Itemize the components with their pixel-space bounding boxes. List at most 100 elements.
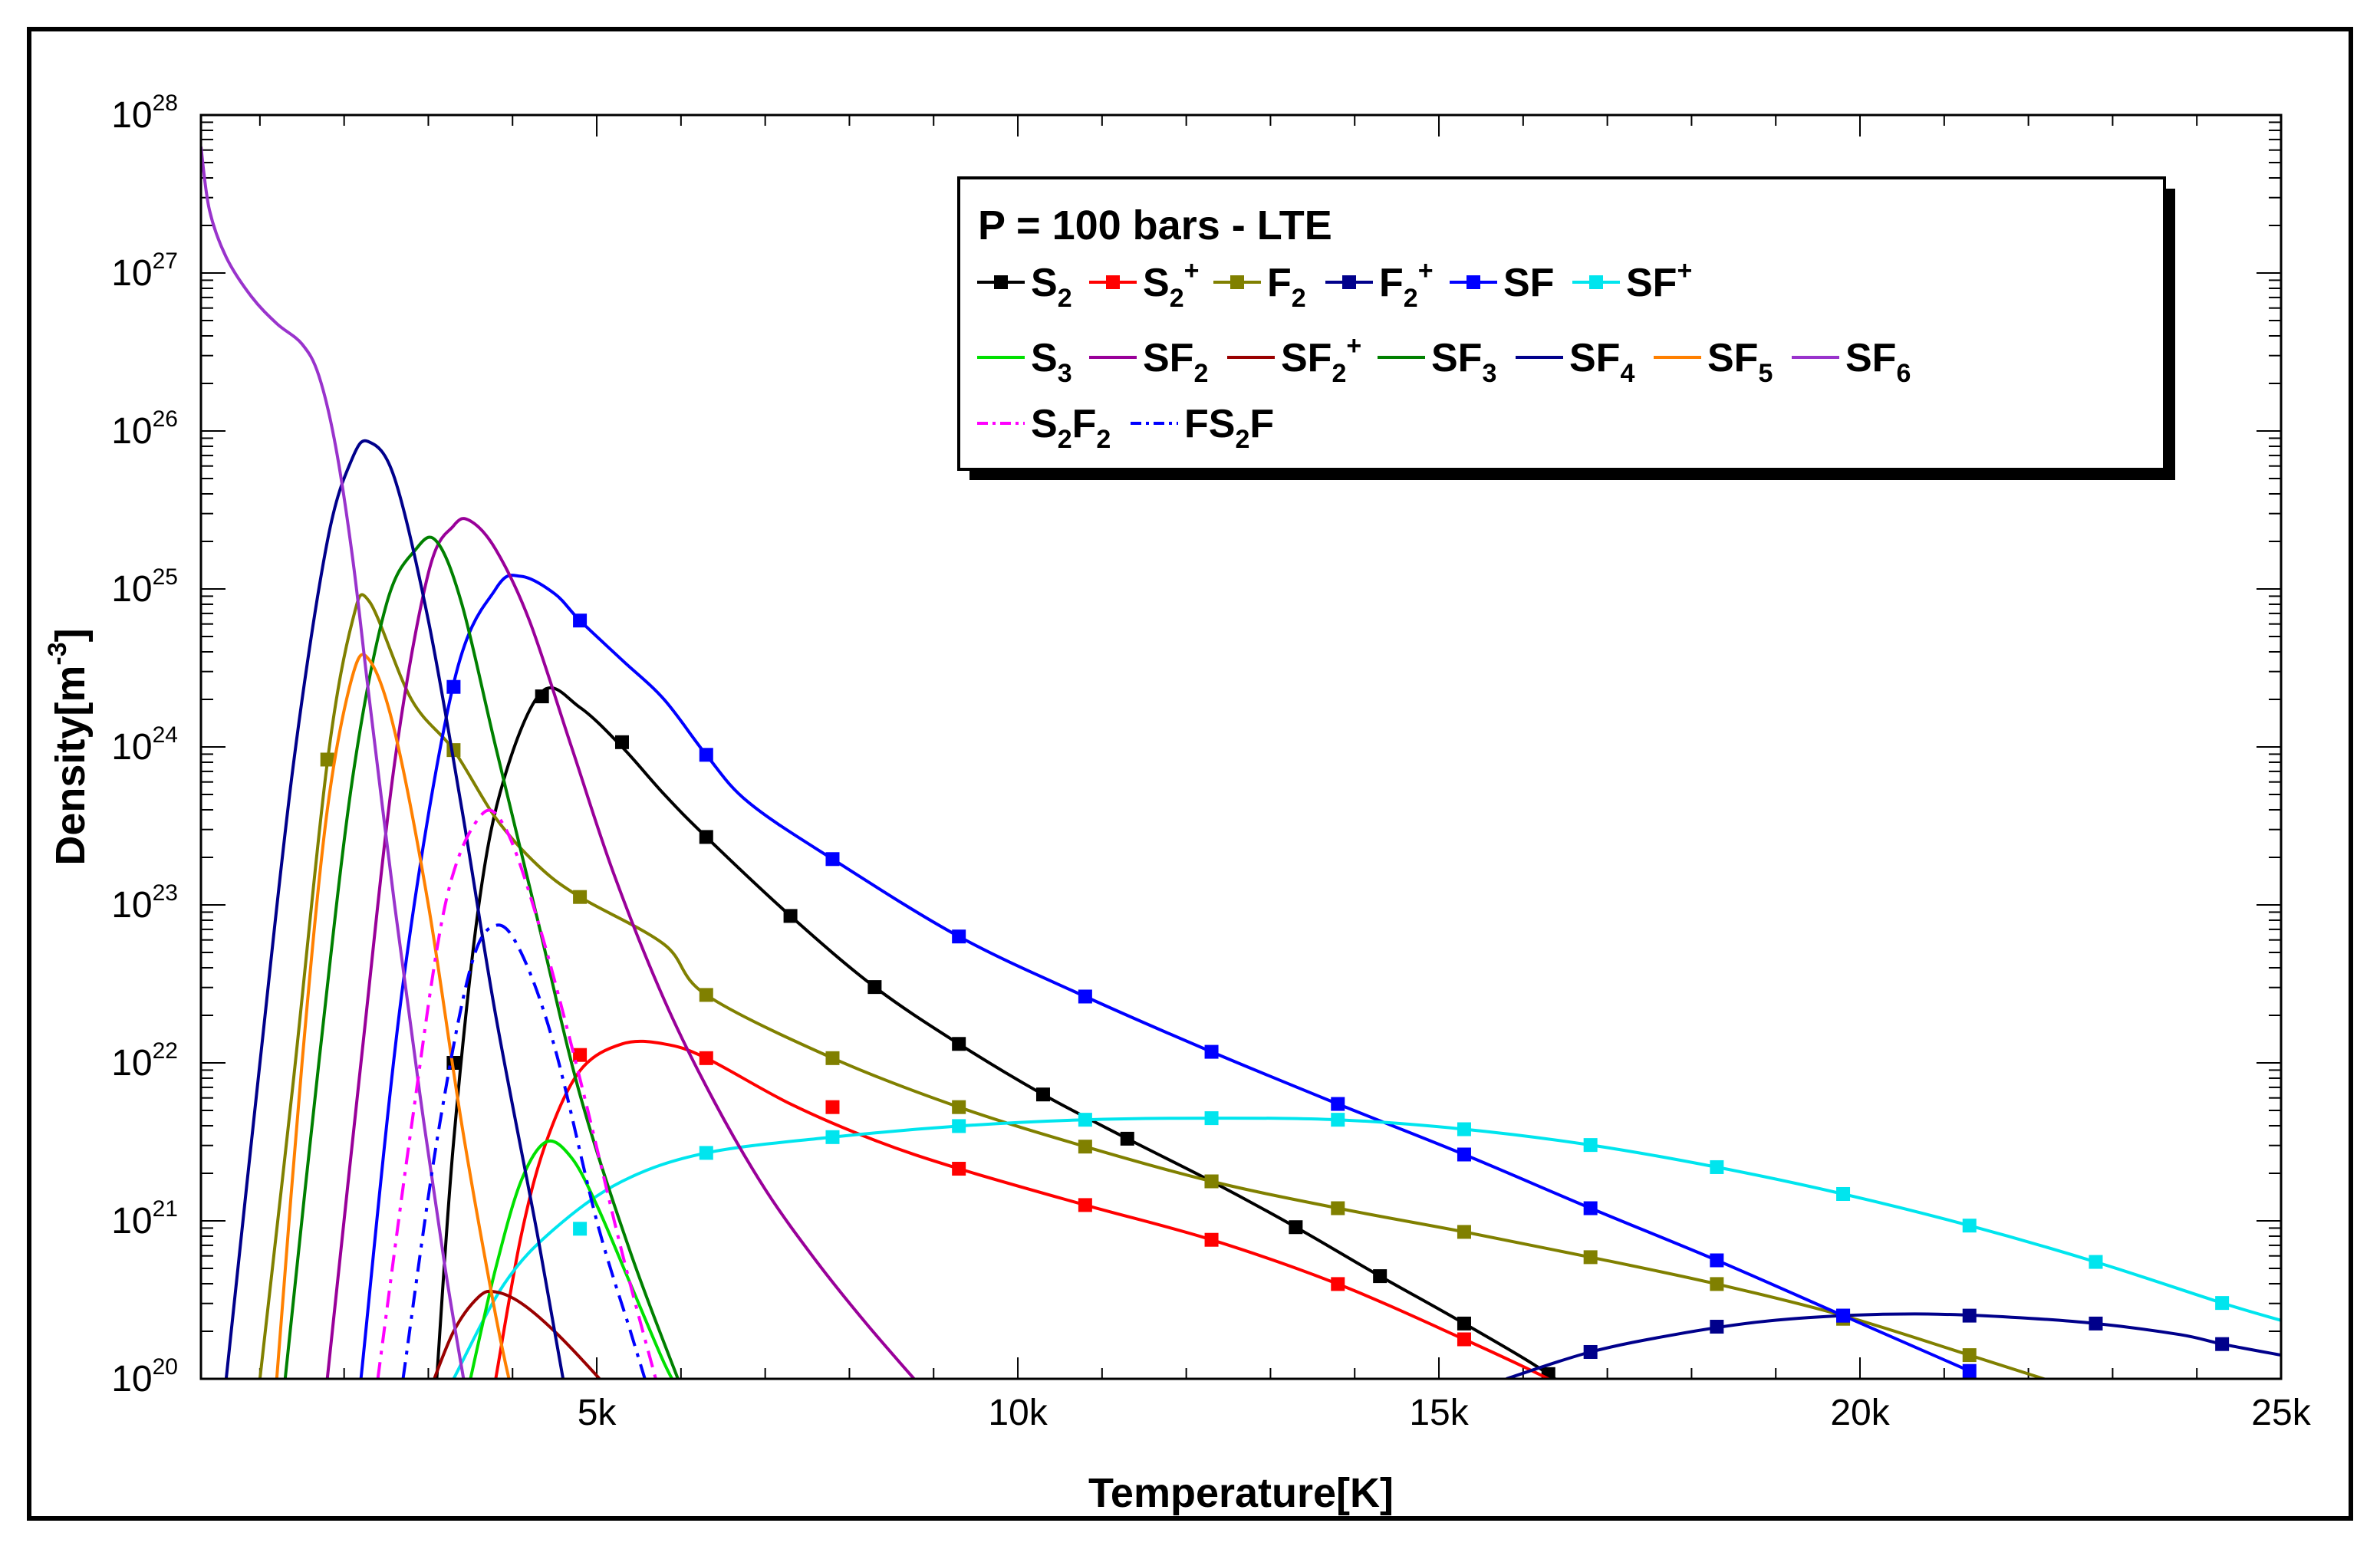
- marker-s2: [867, 980, 882, 995]
- series-line-sf5: [275, 653, 511, 1379]
- marker-sf: [573, 613, 588, 628]
- marker-f2: [699, 988, 713, 1002]
- y-tick-label: 1026: [111, 406, 178, 452]
- marker-f2-plus: [2089, 1316, 2103, 1331]
- legend-label-base: S: [1031, 402, 1058, 446]
- marker-sf-plus: [1710, 1160, 1724, 1174]
- y-tick-base: 10: [111, 569, 152, 610]
- marker-s2: [1120, 1131, 1134, 1146]
- legend-label: SF4: [1569, 336, 1634, 388]
- marker-sf: [952, 929, 966, 944]
- marker-s2-plus: [1331, 1277, 1345, 1291]
- legend-label-base: SF: [1845, 336, 1896, 380]
- legend-swatch-marker: [994, 275, 1008, 289]
- marker-f2: [1078, 1140, 1092, 1154]
- legend-swatch-marker: [1589, 275, 1603, 289]
- y-axis-title-exp: -3: [43, 642, 72, 665]
- legend-label: F2+: [1379, 256, 1434, 313]
- marker-sf: [1204, 1044, 1219, 1059]
- series-line-s2-plus: [494, 1039, 1552, 1379]
- legend-item-s2f2: S2F2: [977, 402, 1111, 454]
- marker-sf: [1331, 1097, 1345, 1111]
- marker-f2: [825, 1051, 840, 1065]
- marker-sf: [1078, 989, 1092, 1004]
- marker-sf: [1583, 1201, 1598, 1215]
- marker-s2: [699, 830, 713, 844]
- marker-f2-plus: [1710, 1320, 1724, 1334]
- y-axis-title-main: Density[m: [48, 666, 94, 866]
- marker-f2: [1583, 1250, 1598, 1265]
- legend-label: SF2+: [1281, 331, 1361, 388]
- y-tick-label: 1022: [111, 1038, 178, 1084]
- plot-area-frame: [199, 113, 2283, 1380]
- series-layer: [201, 146, 2281, 1379]
- legend-label-base: S: [1143, 261, 1170, 305]
- series-line-fs2f: [401, 923, 647, 1379]
- legend-label-base: S: [1031, 336, 1058, 380]
- marker-sf-plus: [952, 1119, 966, 1133]
- marker-sf: [1710, 1253, 1724, 1268]
- series-line-s2f2: [376, 808, 657, 1379]
- legend-swatch-marker: [1106, 275, 1120, 289]
- legend-swatch-marker: [1467, 275, 1480, 289]
- x-tick-label: 25k: [2251, 1393, 2311, 1433]
- marker-sf-plus: [2089, 1255, 2103, 1269]
- legend-label-sub: 2: [1058, 284, 1072, 313]
- marker-f2: [952, 1100, 966, 1114]
- legend-label-sup: +: [1677, 256, 1692, 285]
- series-line-sf-plus: [452, 1117, 2281, 1379]
- legend-item-sf: SF: [1450, 261, 1554, 305]
- marker-sf: [446, 679, 461, 694]
- legend-label-base: SF: [1626, 261, 1677, 305]
- legend-label: SF3: [1431, 336, 1496, 388]
- legend-label: SF2: [1143, 336, 1208, 388]
- marker-f2: [1457, 1225, 1471, 1239]
- legend-label: F2: [1267, 261, 1306, 313]
- marker-sf: [699, 748, 713, 762]
- legend-label-base: SF: [1503, 261, 1554, 305]
- legend-label-sub: 2: [1235, 425, 1249, 454]
- legend-entries: S2 S2+ F2 F2+ SF SF+S3 SF2 SF2+ SF3 SF4 SF5 SF6S2F2…: [977, 256, 1911, 454]
- legend-item-fs2f: FS2F: [1131, 402, 1274, 454]
- legend-label-sup: +: [1418, 256, 1434, 285]
- marker-s2: [1457, 1316, 1471, 1331]
- series-line-sf2: [325, 517, 917, 1379]
- y-tick-base: 10: [111, 253, 152, 294]
- legend-label-sub: 3: [1058, 359, 1072, 388]
- marker-s2: [952, 1037, 966, 1051]
- y-axis-title-close: ]: [48, 628, 94, 642]
- y-tick-label: 1021: [111, 1196, 178, 1242]
- marker-sf-plus: [825, 1130, 840, 1144]
- legend-title: P = 100 bars - LTE: [978, 202, 1332, 248]
- legend-label-base: SF: [1569, 336, 1620, 380]
- marker-s2-plus: [952, 1162, 966, 1176]
- marker-s2-plus: [825, 1100, 840, 1114]
- x-tick-label: 10k: [988, 1393, 1048, 1433]
- legend: P = 100 bars - LTE S2 S2+ F2 F2+ SF SF+S3 SF2 S…: [957, 176, 2175, 480]
- legend-label: S3: [1031, 336, 1072, 388]
- legend-swatch-marker: [1342, 275, 1356, 289]
- legend-item-s2: S2: [977, 261, 1072, 313]
- series-line-f2-plus: [1506, 1312, 2281, 1379]
- tick-labels: 5k 10k 15k 20k 25k10201021102210231024102510…: [111, 90, 2311, 1433]
- legend-label-sub: 6: [1896, 359, 1911, 388]
- legend-item-sf6: SF6: [1792, 336, 1911, 388]
- marker-s2: [1035, 1087, 1050, 1102]
- legend-item-f2: F2: [1213, 261, 1306, 313]
- legend-label-base: SF: [1143, 336, 1193, 380]
- legend-item-s3: S3: [977, 336, 1072, 388]
- y-tick-base: 10: [111, 1359, 152, 1400]
- y-tick-label: 1020: [111, 1354, 178, 1400]
- marker-sf-plus: [699, 1146, 713, 1160]
- legend-label-sub: 2: [1332, 359, 1346, 388]
- marker-sf: [1457, 1147, 1471, 1162]
- marker-f2-plus: [1962, 1308, 1977, 1323]
- marker-f2: [1331, 1201, 1345, 1215]
- y-tick-label: 1027: [111, 248, 178, 294]
- marker-f2: [1710, 1277, 1724, 1291]
- legend-item-sf-plus: SF+: [1572, 256, 1692, 305]
- marker-sf: [1962, 1363, 1977, 1378]
- marker-s2: [535, 689, 549, 704]
